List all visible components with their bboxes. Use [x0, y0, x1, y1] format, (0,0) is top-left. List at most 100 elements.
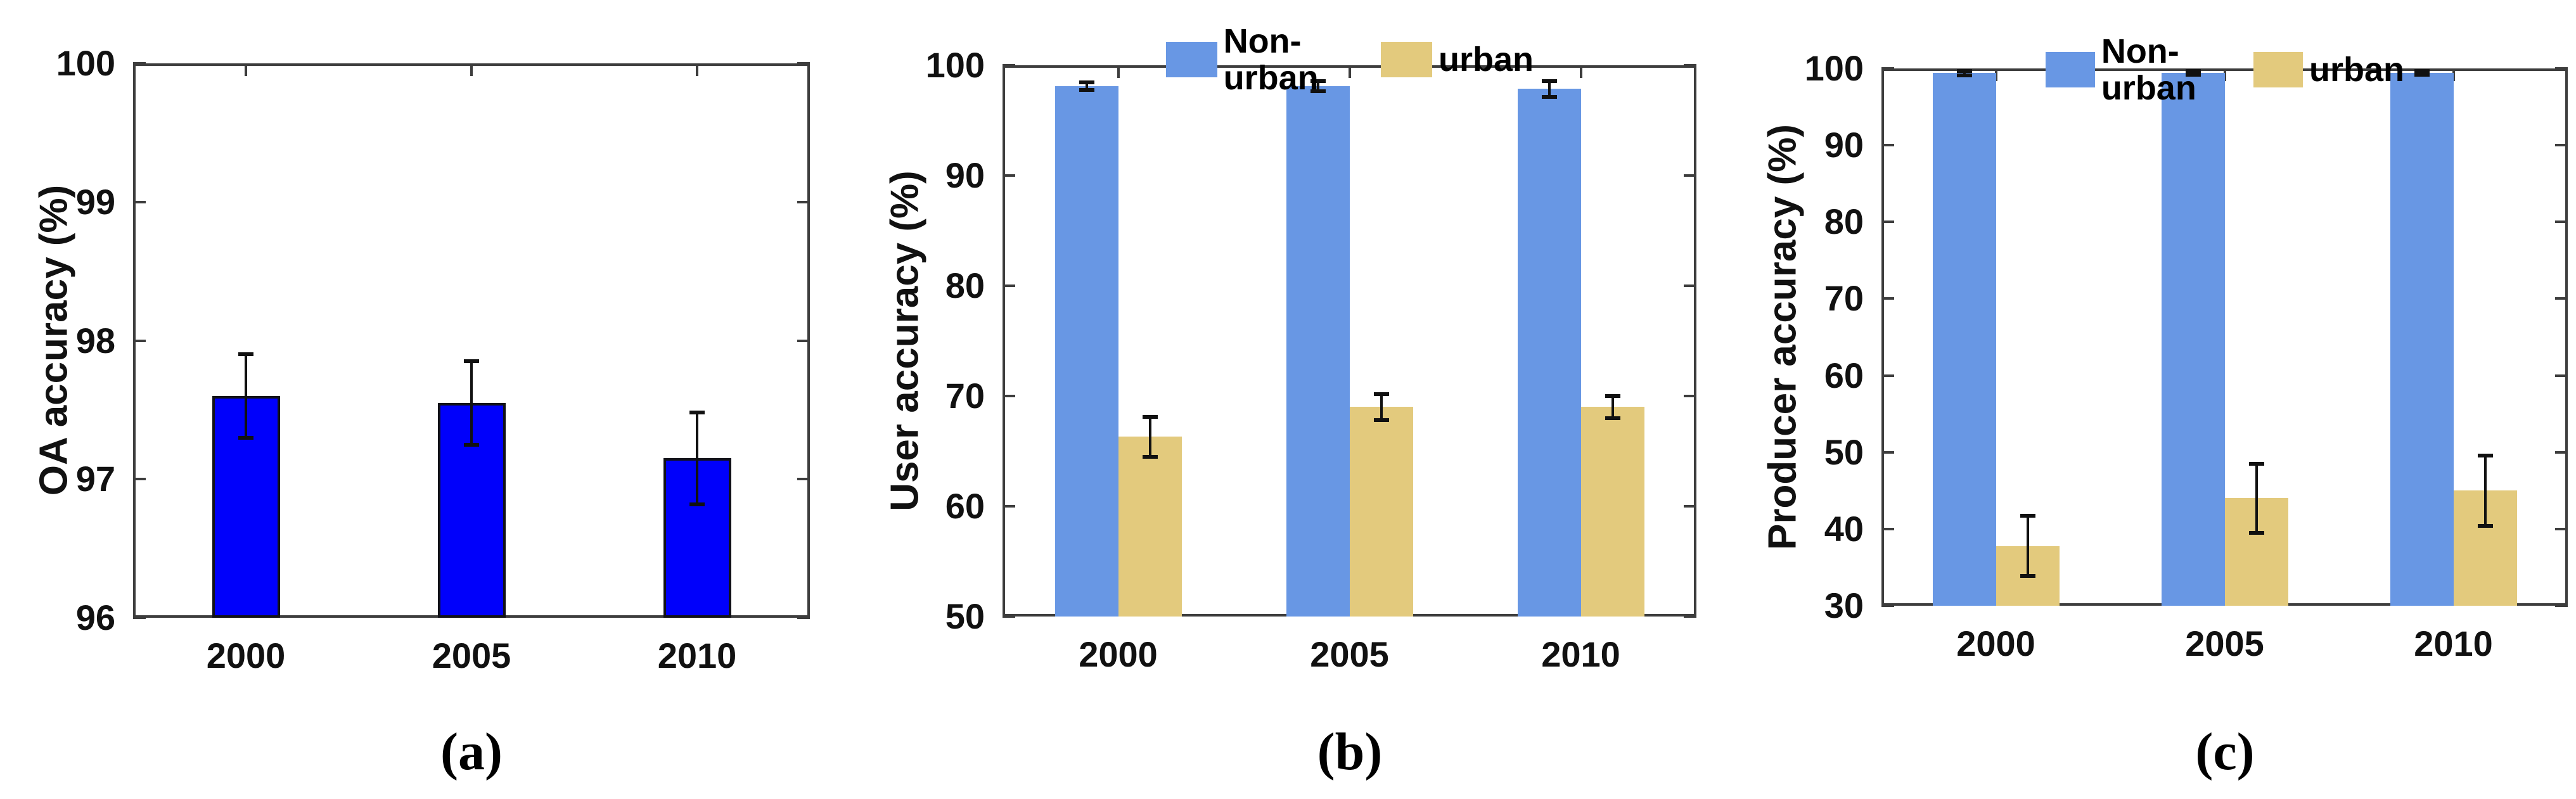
- y-tick: [1003, 615, 1015, 618]
- y-tick-right: [2555, 451, 2568, 454]
- legend-label-urban: urban: [2309, 51, 2404, 89]
- y-tick-right: [797, 478, 810, 481]
- y-axis-label-oa-accuracy: OA accuracy (%): [32, 184, 76, 496]
- legend-swatch-non-urban: [1166, 42, 1217, 77]
- x-tick-label: 2000: [1956, 623, 2035, 663]
- y-tick-right: [1684, 284, 1696, 287]
- y-tick: [1881, 144, 1894, 147]
- y-tick-label: 60: [945, 486, 985, 526]
- y-tick-label: 80: [1824, 201, 1864, 242]
- error-bar-cap-bottom-non-urban-2005: [2185, 73, 2201, 77]
- panel-c: 30 40 50 60 70 80 90 100 2000 2005 2010 Producer a…: [1717, 0, 2576, 799]
- error-bar-cap-top-non-urban-2010: [2414, 69, 2430, 74]
- x-tick-top: [1579, 65, 1582, 78]
- x-tick-label: 2000: [206, 636, 286, 675]
- legend-swatch-non-urban: [2045, 52, 2095, 87]
- y-tick: [133, 339, 146, 342]
- y-tick: [133, 617, 146, 619]
- panel-b: 50 60 70 80 90 100 2000 2005 2010 User accuracy …: [859, 0, 1717, 799]
- error-bar-line-non-urban-2000: [1963, 70, 1966, 75]
- error-bar-line-oa-accuracy-2005: [470, 361, 473, 445]
- x-tick-top: [1994, 68, 1997, 81]
- y-tick: [133, 200, 146, 203]
- error-bar-line-urban-2005: [2255, 463, 2258, 533]
- error-bar-line-urban-2010: [2483, 455, 2487, 526]
- legend-swatch-urban: [1381, 42, 1432, 77]
- y-tick-right: [2555, 67, 2568, 70]
- error-bar-line-oa-accuracy-2010: [696, 412, 698, 504]
- y-tick-label: 100: [925, 45, 985, 85]
- y-tick-right: [1684, 615, 1696, 618]
- x-tick-label: 2000: [1079, 634, 1158, 674]
- y-tick-label: 70: [945, 376, 985, 416]
- caption-c: (c): [2195, 722, 2255, 781]
- y-tick: [1003, 284, 1015, 287]
- error-bar-cap-top-urban-2005: [1373, 392, 1389, 396]
- bar-non-urban-2000: [1054, 86, 1118, 617]
- error-bar-cap-bottom-oa-accuracy-2005: [464, 442, 479, 447]
- bar-non-urban-2005: [1286, 86, 1350, 617]
- error-bar-line-urban-2010: [1611, 396, 1614, 418]
- error-bar-cap-bottom-urban-2005: [1373, 418, 1389, 423]
- bar-non-urban-2005: [2161, 73, 2225, 606]
- x-tick-label: 2010: [2414, 623, 2493, 663]
- x-tick-top: [1117, 65, 1120, 78]
- error-bar-line-urban-2000: [2026, 516, 2029, 576]
- error-bar-cap-top-urban-2010: [1605, 394, 1620, 398]
- x-tick-top: [470, 63, 473, 76]
- y-tick-right: [2555, 604, 2568, 607]
- y-tick-label: 96: [75, 598, 115, 637]
- error-bar-cap-bottom-oa-accuracy-2010: [689, 502, 705, 506]
- error-bar-cap-bottom-urban-2010: [2477, 524, 2493, 528]
- y-tick-label: 100: [56, 43, 115, 83]
- x-tick-top: [2452, 68, 2455, 81]
- y-axis-label-user-accuracy: User accuracy (%): [883, 170, 927, 511]
- y-tick: [1881, 67, 1894, 70]
- y-tick-label: 90: [1824, 125, 1864, 165]
- y-tick-right: [1684, 395, 1696, 397]
- y-tick-label: 97: [75, 459, 115, 499]
- bar-non-urban-2010: [2390, 73, 2454, 606]
- y-tick-right: [2555, 374, 2568, 377]
- y-tick-right: [1684, 505, 1696, 508]
- error-bar-cap-top-non-urban-2005: [1310, 79, 1326, 84]
- error-bar-cap-bottom-non-urban-2000: [1956, 73, 1972, 77]
- y-tick-label: 30: [1824, 585, 1864, 625]
- error-bar-cap-top-urban-2010: [2477, 453, 2493, 457]
- y-tick-label: 99: [75, 181, 115, 222]
- y-tick: [1003, 174, 1015, 177]
- y-tick: [133, 478, 146, 481]
- x-tick-top: [2223, 68, 2226, 81]
- error-bar-cap-bottom-non-urban-2010: [1541, 94, 1557, 99]
- bar-non-urban-2010: [1517, 89, 1581, 617]
- y-tick-label: 50: [1824, 431, 1864, 472]
- error-bar-line-urban-2005: [1380, 393, 1383, 421]
- y-tick-label: 60: [1824, 355, 1864, 395]
- y-tick: [1003, 395, 1015, 397]
- error-bar-cap-bottom-urban-2000: [1142, 454, 1158, 459]
- error-bar-cap-bottom-non-urban-2000: [1079, 88, 1094, 93]
- y-axis-label-producer-accuracy: Producer accuracy (%): [1760, 124, 1805, 550]
- x-tick-label: 2010: [1541, 634, 1620, 674]
- y-tick: [1881, 527, 1894, 530]
- error-bar-cap-top-non-urban-2010: [1541, 79, 1557, 84]
- y-tick-right: [1684, 64, 1696, 67]
- bar-urban-2010: [1580, 407, 1644, 617]
- y-tick-label: 98: [75, 320, 115, 361]
- error-bar-cap-top-oa-accuracy-2005: [464, 359, 479, 364]
- y-tick-right: [797, 617, 810, 619]
- error-bar-cap-top-non-urban-2000: [1079, 80, 1094, 84]
- y-tick: [1881, 604, 1894, 607]
- error-bar-cap-top-non-urban-2000: [1956, 68, 1972, 73]
- error-bar-cap-bottom-non-urban-2005: [1310, 89, 1326, 93]
- error-bar-cap-top-oa-accuracy-2000: [238, 352, 253, 357]
- error-bar-cap-bottom-oa-accuracy-2000: [238, 435, 253, 440]
- error-bar-line-non-urban-2010: [2420, 71, 2423, 75]
- error-bar-cap-bottom-urban-2010: [1605, 416, 1620, 420]
- chart-b: 50 60 70 80 90 100 2000 2005 2010: [859, 0, 1717, 799]
- bar-non-urban-2000: [1932, 73, 1996, 606]
- y-tick-right: [797, 339, 810, 342]
- error-bar-line-oa-accuracy-2000: [245, 354, 247, 438]
- x-tick-top: [245, 63, 247, 76]
